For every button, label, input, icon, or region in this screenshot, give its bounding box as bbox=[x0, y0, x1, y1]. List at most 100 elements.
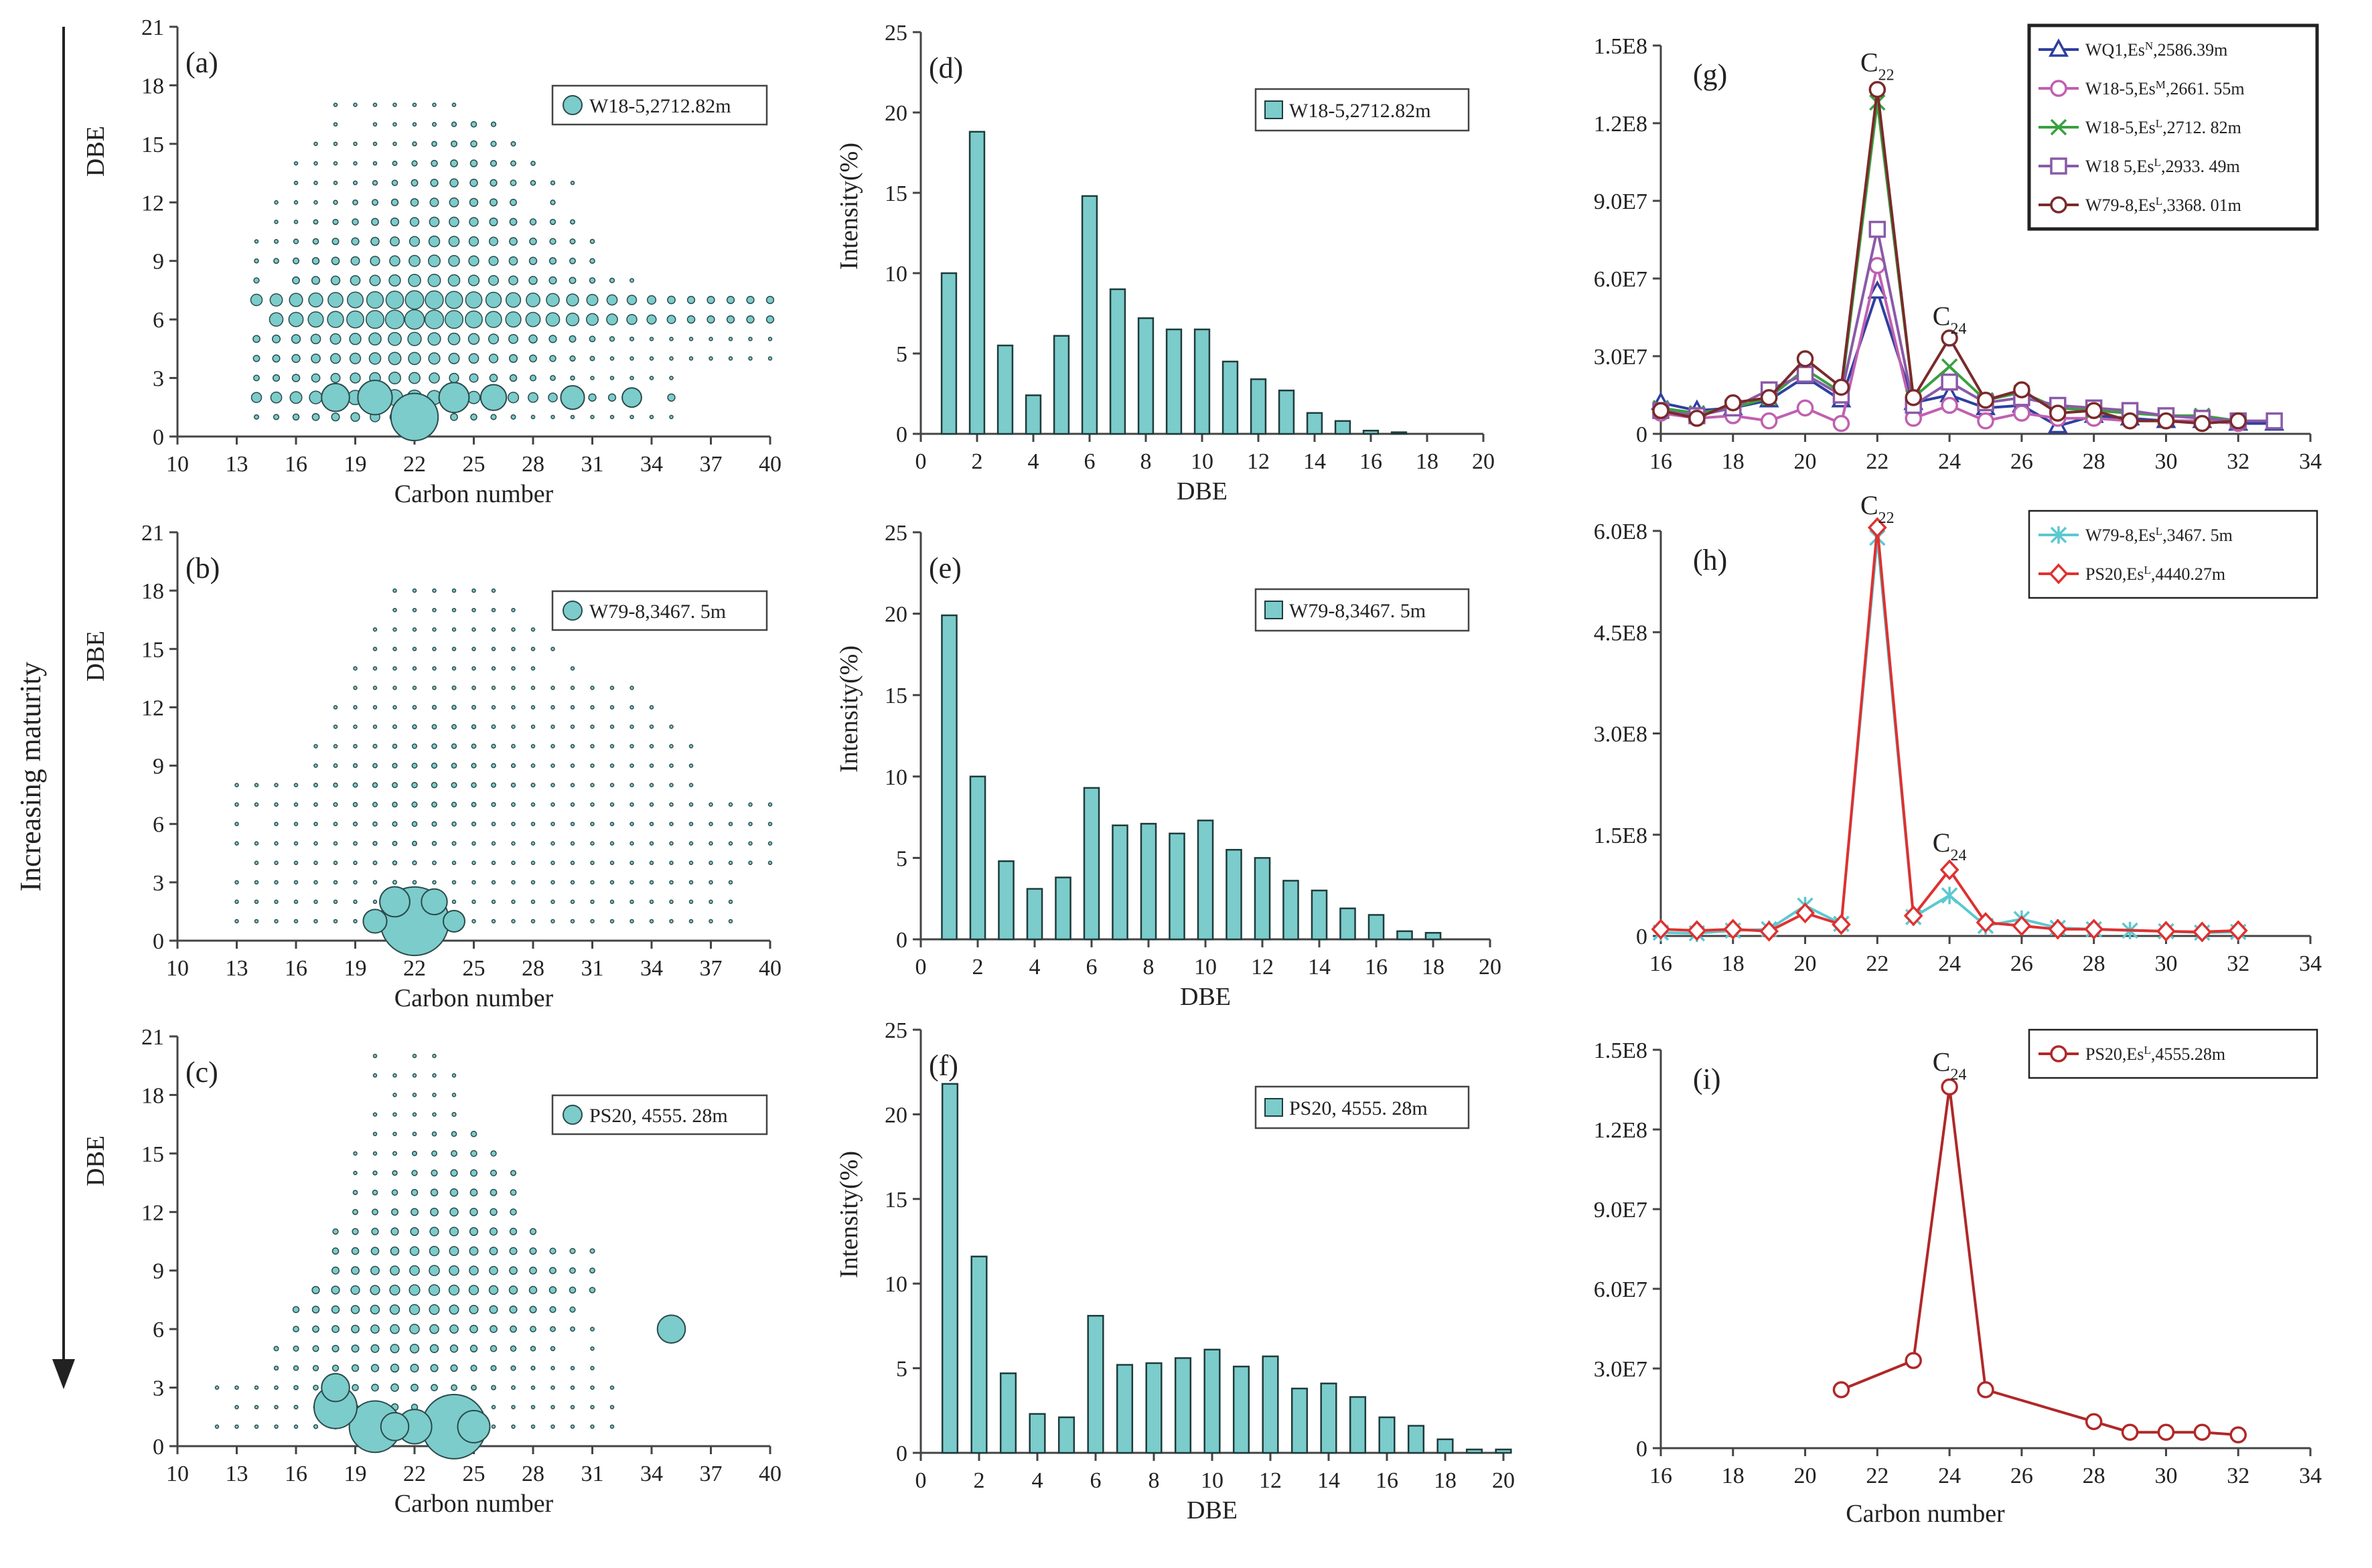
scatter-point-large bbox=[656, 1314, 686, 1344]
x-tick-label: 0 bbox=[915, 955, 927, 979]
scatter-point bbox=[424, 309, 445, 329]
scatter-point bbox=[491, 724, 496, 729]
scatter-point bbox=[728, 802, 733, 807]
x-tick-label: 16 bbox=[1649, 1464, 1672, 1488]
scatter-point bbox=[429, 372, 440, 384]
scatter-point bbox=[254, 1385, 259, 1390]
scatter-point bbox=[570, 1366, 575, 1370]
scatter-point bbox=[549, 1267, 557, 1275]
x-tick-label: 10 bbox=[166, 452, 189, 477]
scatter-point bbox=[467, 333, 480, 345]
scatter-point bbox=[370, 1324, 380, 1334]
panel-label: (f) bbox=[929, 1049, 958, 1082]
legend-label: PS20, 4555. 28m bbox=[1289, 1097, 1428, 1119]
scatter-point bbox=[511, 724, 516, 729]
panel-i: 16 18 20 22 24 26 28 30 32 34 0 3.0E7 6.0E7 9.0E7 1.2E… bbox=[1594, 1028, 2322, 1528]
x-tick-label: 26 bbox=[2010, 1464, 2033, 1488]
series-marker bbox=[2228, 920, 2248, 941]
series-marker bbox=[2229, 412, 2247, 430]
scatter-point bbox=[293, 238, 299, 244]
series-marker bbox=[1941, 329, 1958, 347]
scatter-point bbox=[748, 860, 753, 866]
y-tick-label: 20 bbox=[885, 101, 907, 126]
scatter-point bbox=[312, 1345, 319, 1352]
bar bbox=[1278, 389, 1295, 435]
scatter-point bbox=[350, 275, 361, 286]
scatter-point bbox=[510, 160, 516, 167]
scatter-point bbox=[490, 1150, 497, 1157]
scatter-point bbox=[530, 1385, 536, 1390]
scatter-point bbox=[709, 802, 713, 807]
scatter-point bbox=[331, 1266, 340, 1275]
scatter-point bbox=[448, 236, 460, 247]
scatter-point bbox=[511, 627, 516, 632]
scatter-point bbox=[372, 1053, 378, 1059]
scatter-point bbox=[469, 1265, 479, 1276]
scatter-point bbox=[510, 1189, 517, 1196]
scatter-point bbox=[451, 1093, 457, 1097]
scatter-point bbox=[569, 335, 577, 343]
scatter-point bbox=[274, 919, 279, 924]
scatter-point bbox=[590, 1385, 595, 1390]
scatter-point bbox=[311, 1306, 320, 1314]
scatter-point bbox=[686, 315, 696, 324]
scatter-point bbox=[530, 1405, 536, 1409]
scatter-point bbox=[471, 801, 477, 807]
y-tick-label: 9 bbox=[153, 755, 164, 779]
panel-g: 16 18 20 22 24 26 28 30 32 34 0 3.0E7 6.0E7 9.0E7 1.2E… bbox=[1594, 23, 2322, 474]
scatter-point bbox=[490, 1325, 498, 1334]
y-tick-label: 21 bbox=[141, 521, 164, 546]
scatter-point bbox=[548, 392, 558, 403]
scatter-point bbox=[351, 1247, 360, 1255]
scatter-point bbox=[609, 277, 615, 283]
scatter-point bbox=[412, 1150, 417, 1156]
scatter-point bbox=[429, 1245, 440, 1257]
x-tick-label: 16 bbox=[285, 956, 307, 981]
scatter-point bbox=[451, 860, 457, 866]
scatter-point bbox=[765, 295, 775, 305]
series-marker bbox=[1760, 389, 1778, 406]
scatter-point bbox=[485, 291, 502, 309]
scatter-point bbox=[392, 102, 397, 107]
scatter-point bbox=[709, 860, 713, 866]
y-tick-label: 0 bbox=[1636, 925, 1647, 949]
legend-box bbox=[551, 1094, 768, 1135]
scatter-point bbox=[352, 1228, 359, 1235]
scatter-point bbox=[409, 1304, 421, 1316]
scatter-point bbox=[412, 724, 417, 730]
scatter-point bbox=[254, 899, 259, 905]
scatter-point bbox=[411, 801, 418, 808]
scatter-point bbox=[293, 1345, 299, 1352]
scatter-point bbox=[566, 293, 579, 307]
y-tick-label: 6 bbox=[153, 1318, 164, 1342]
scatter-point bbox=[313, 141, 318, 147]
scatter-point bbox=[431, 159, 438, 167]
scatter-point bbox=[767, 821, 773, 826]
scatter-point bbox=[510, 141, 516, 147]
x-tick-label: 0 bbox=[915, 1468, 927, 1493]
scatter-point bbox=[392, 860, 398, 866]
scatter-point bbox=[550, 724, 555, 729]
series-marker bbox=[1941, 396, 1958, 414]
scatter-point bbox=[529, 374, 537, 382]
scatter-point bbox=[293, 200, 299, 205]
scatter-point bbox=[270, 391, 283, 404]
scatter-point bbox=[550, 686, 555, 690]
series-marker bbox=[2085, 402, 2103, 419]
scatter-point bbox=[451, 666, 457, 671]
scatter-point bbox=[589, 1267, 595, 1274]
scatter-point bbox=[666, 315, 676, 325]
scatter-point bbox=[351, 237, 360, 246]
x-tick-label: 24 bbox=[1938, 1464, 1961, 1488]
scatter-point bbox=[586, 293, 599, 307]
scatter-point bbox=[272, 354, 281, 363]
scatter-point bbox=[451, 801, 457, 807]
scatter-point bbox=[371, 1227, 379, 1236]
scatter-point bbox=[409, 217, 420, 227]
x-tick-label: 31 bbox=[581, 452, 604, 477]
x-tick-label: 10 bbox=[166, 1462, 189, 1486]
bar bbox=[998, 860, 1015, 941]
scatter-point bbox=[273, 1365, 279, 1371]
y-tick-label: 3 bbox=[153, 367, 164, 392]
scatter-point bbox=[372, 743, 378, 749]
